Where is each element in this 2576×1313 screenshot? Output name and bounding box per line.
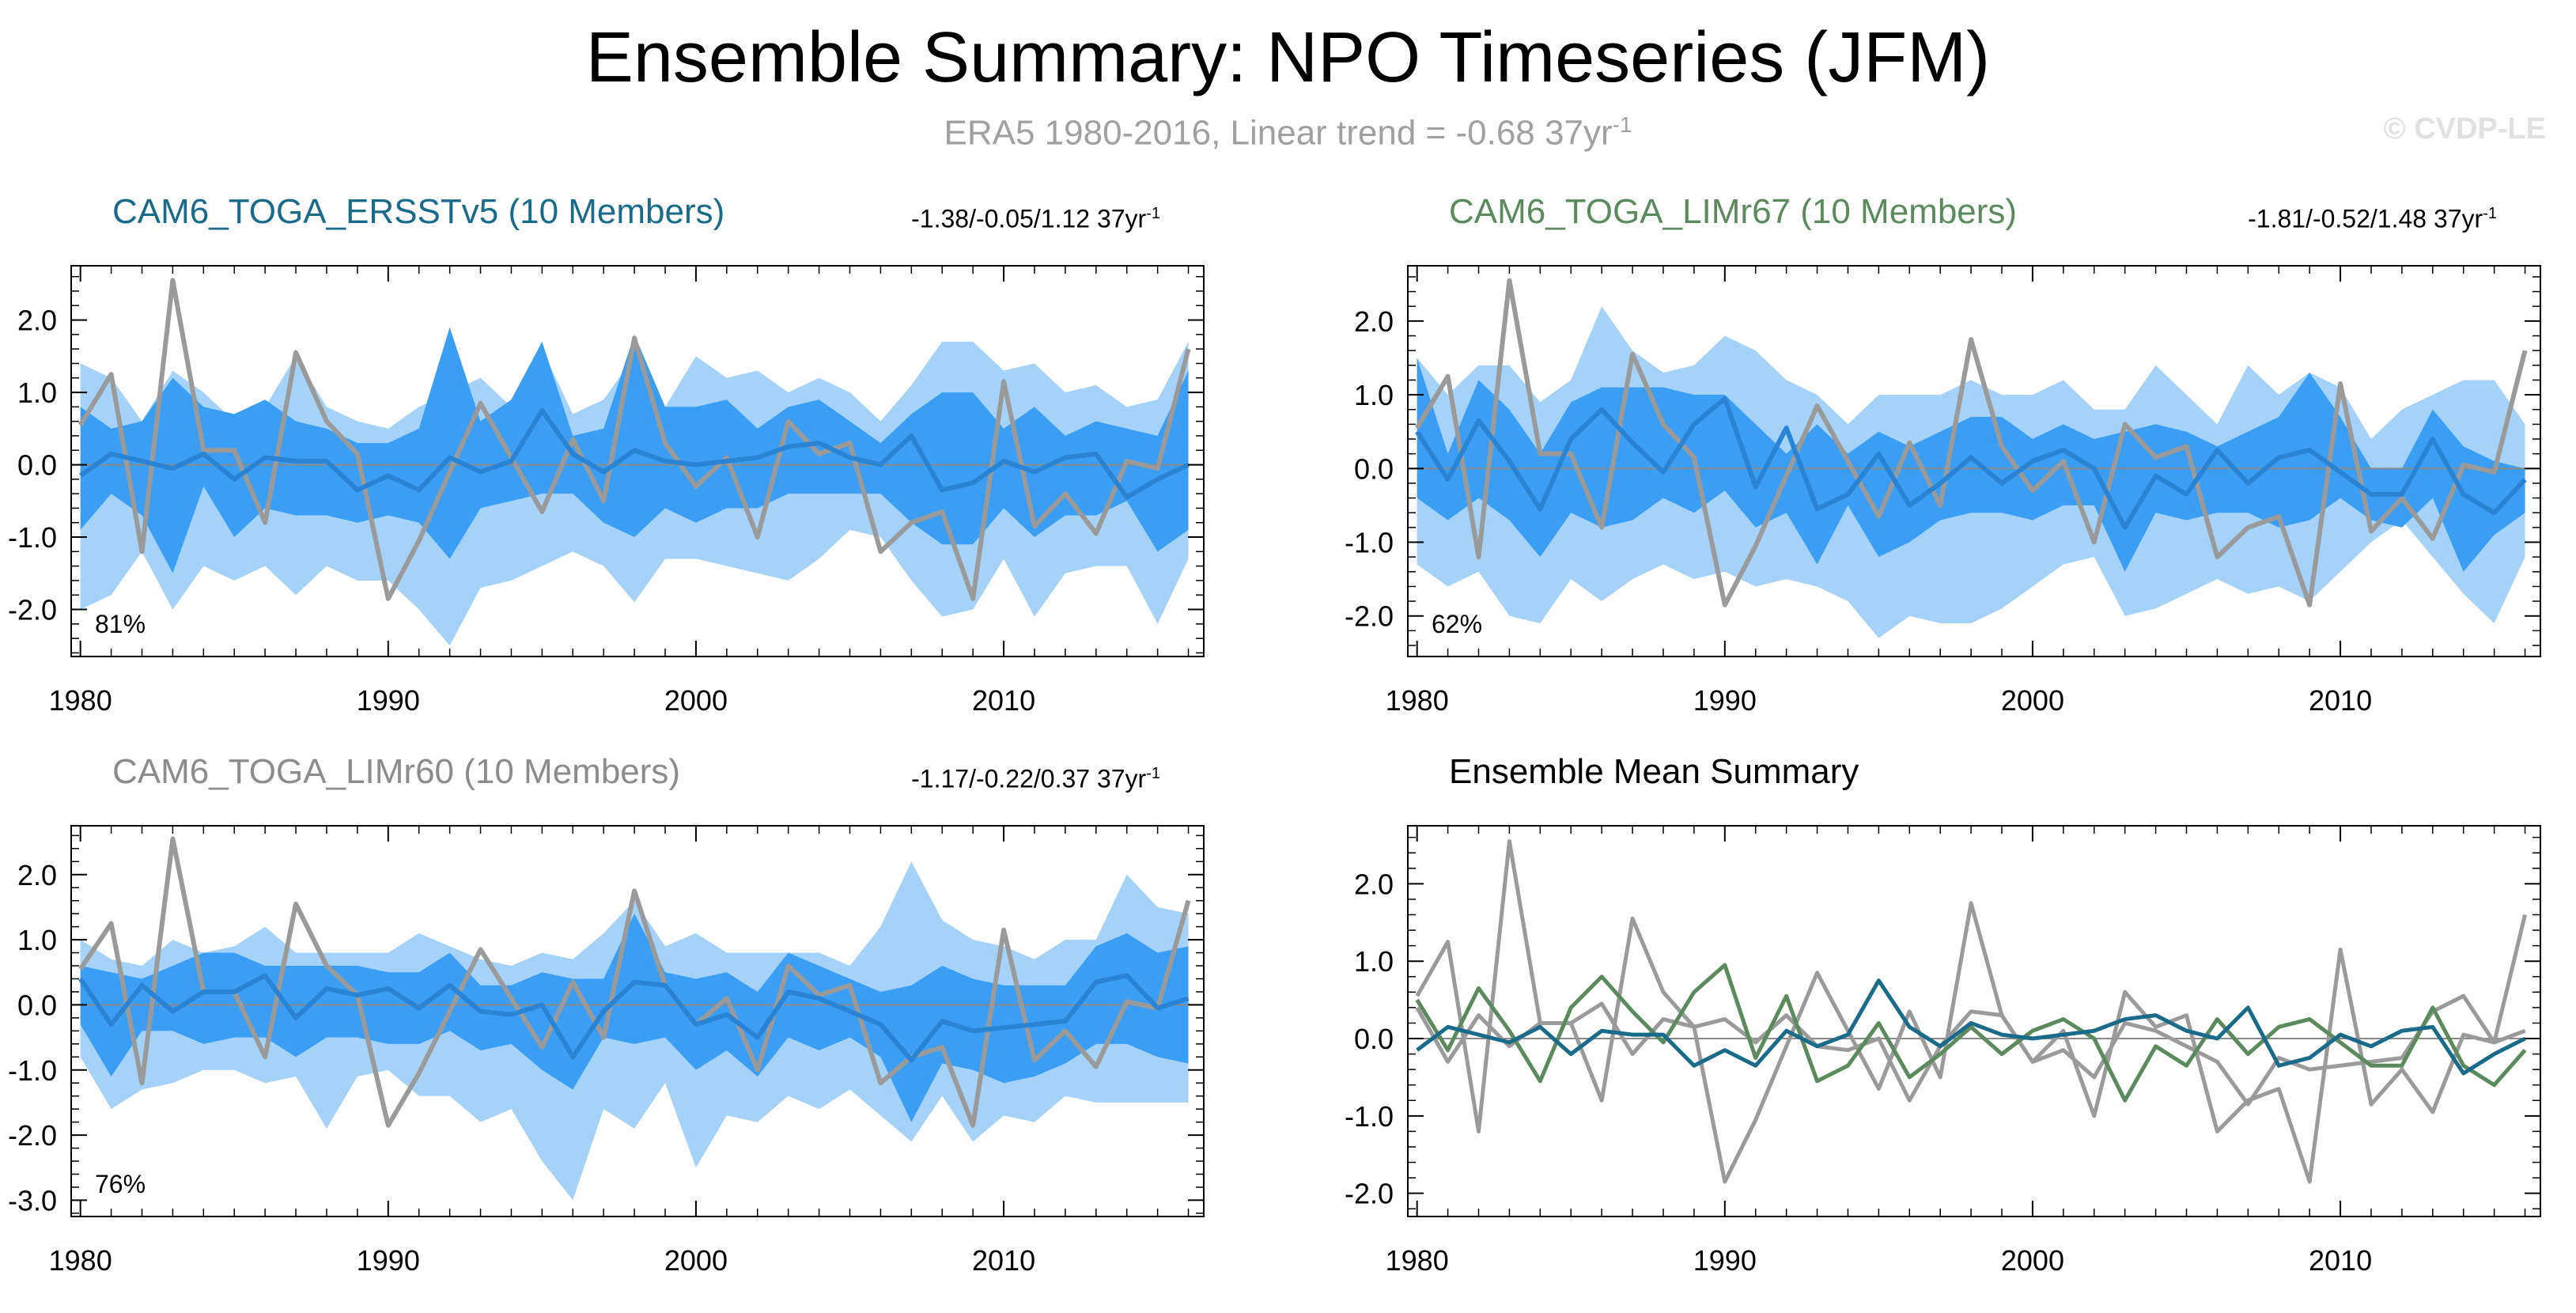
panel-2-stat: -1.81/-0.52/1.48 37yr-1 [2248, 198, 2497, 235]
panel-2-era5-line [1415, 278, 2528, 607]
panel-1-ensemble-mean-line [78, 407, 1190, 500]
panel-3-xtick-label: 1990 [357, 1244, 420, 1277]
panel-3-title: CAM6_TOGA_LIMr60 (10 Members) [112, 752, 681, 791]
page-title: Ensemble Summary: NPO Timeseries (JFM) [585, 18, 1991, 97]
panel-2-xtick-label: 2000 [2001, 684, 2064, 717]
panel-4-xtick-label: 1990 [1693, 1244, 1757, 1277]
panel-1-percent-label: 81% [95, 610, 146, 638]
panel-3-inner-band [80, 914, 1189, 1122]
panel-3-plot: 2.0 1.0 0.0 -1.0 -2.0 -3.0 1980 1990 2000 2010 76% [8, 825, 1205, 1277]
panel-3-ytick-label: 0.0 [17, 989, 57, 1021]
subtitle-text: ERA5 1980-2016, Linear trend = -0.68 37y… [944, 113, 1613, 153]
panel-3-ensemble-mean-line [78, 973, 1190, 1063]
panel-4-title: Ensemble Mean Summary [1449, 752, 1859, 791]
panel-4-ytick-label: -1.0 [1345, 1100, 1394, 1133]
panel-2-percent-label: 62% [1432, 610, 1482, 638]
panel-4-xtick-label: 1980 [1386, 1244, 1449, 1277]
page-subtitle: ERA5 1980-2016, Linear trend = -0.68 37y… [0, 103, 2576, 156]
panel-4-plot: 2.0 1.0 0.0 -1.0 -2.0 1980 1990 2000 2010 [1345, 825, 2541, 1277]
panel-1-xtick-label: 1980 [49, 684, 112, 717]
panel-1-xtick-label: 2000 [664, 684, 728, 717]
panel-4-line-cam6-toga-ersstv5 [1416, 978, 2526, 1076]
panel-3-stat: -1.17/-0.22/0.37 37yr-1 [911, 758, 1160, 795]
panel-2-xtick-label: 2010 [2309, 684, 2372, 717]
panel-2-title: CAM6_TOGA_LIMr67 (10 Members) [1449, 192, 2018, 231]
panel-1-ytick-label: -1.0 [8, 521, 57, 554]
panel-2-xtick-label: 1980 [1386, 684, 1449, 717]
panel-1-plot: 2.0 1.0 0.0 -1.0 -2.0 1980 1990 2000 2010 81% [8, 265, 1205, 717]
panel-4-ytick-label: -2.0 [1345, 1178, 1394, 1210]
panel-4-line-era5 [1415, 839, 2527, 1184]
panel-1-xtick-label: 1990 [357, 684, 420, 717]
panel-2-ytick-label: 2.0 [1354, 305, 1394, 338]
panel-2-ytick-label: -1.0 [1345, 527, 1394, 559]
panel-2-stat-text: -1.81/-0.52/1.48 37yr [2248, 204, 2483, 233]
panel-3-xtick-label: 1980 [49, 1244, 112, 1277]
panel-4-xtick-label: 2010 [2309, 1244, 2372, 1277]
panel-1-stat: -1.38/-0.05/1.12 37yr-1 [911, 198, 1160, 235]
panel-1-stat-exponent: -1 [1146, 205, 1160, 222]
panel-1-title: CAM6_TOGA_ERSSTv5 (10 Members) [112, 192, 725, 231]
subtitle-exponent: -1 [1612, 112, 1632, 137]
panel-1-stat-text: -1.38/-0.05/1.12 37yr [911, 204, 1147, 233]
panel-4-plot-area [1408, 826, 2540, 1217]
panel-4-line-cam6-toga-limr60 [1415, 993, 2526, 1107]
panel-2-ytick-label: 0.0 [1354, 452, 1394, 485]
panel-4-frame [1407, 825, 2541, 1217]
panel-1-ytick-label: -2.0 [8, 594, 57, 626]
panel-2-stat-exponent: -1 [2483, 205, 2497, 222]
panel-4-xtick-label: 2000 [2001, 1244, 2064, 1277]
panel-1-ytick-label: 0.0 [17, 449, 57, 482]
panel-2-plot: 2.0 1.0 0.0 -1.0 -2.0 1980 1990 2000 2010 62% [1345, 265, 2541, 717]
panel-1-xtick-label: 2010 [972, 684, 1035, 717]
panel-2-ytick-label: -2.0 [1345, 600, 1394, 633]
panel-2-frame [1407, 265, 2541, 657]
panel-3-ytick-label: -1.0 [8, 1054, 57, 1087]
panel-4-ytick-label: 1.0 [1354, 945, 1394, 978]
panel-3-xtick-label: 2010 [972, 1244, 1035, 1277]
panel-3-ytick-label: -3.0 [8, 1184, 57, 1217]
panel-1-era5-line [78, 278, 1191, 601]
panel-3-ytick-label: 1.0 [17, 924, 57, 956]
panel-3-ytick-label: 2.0 [17, 859, 57, 891]
panel-3-frame [70, 825, 1205, 1217]
panel-2-xtick-label: 1990 [1693, 684, 1757, 717]
panel-3-stat-exponent: -1 [1146, 765, 1160, 782]
panel-3-era5-line [78, 836, 1191, 1128]
panel-3-stat-text: -1.17/-0.22/0.37 37yr [911, 764, 1147, 793]
watermark: © CVDP-LE [2383, 112, 2546, 146]
panel-3-ytick-label: -2.0 [8, 1119, 57, 1152]
panel-4-line-cam6-toga-limr67 [1415, 963, 2527, 1103]
panel-2-ensemble-mean-line [1415, 395, 2527, 530]
panel-1-frame [70, 265, 1205, 657]
panel-4-ytick-label: 0.0 [1354, 1023, 1394, 1055]
panel-1-ytick-label: 1.0 [17, 376, 57, 409]
panel-3-percent-label: 76% [95, 1170, 146, 1198]
panel-4-ytick-label: 2.0 [1354, 868, 1394, 900]
panel-2-inner-band [1417, 358, 2525, 572]
panel-2-ytick-label: 1.0 [1354, 379, 1394, 411]
panel-1-ytick-label: 2.0 [17, 305, 57, 337]
panel-3-xtick-label: 2000 [664, 1244, 728, 1277]
